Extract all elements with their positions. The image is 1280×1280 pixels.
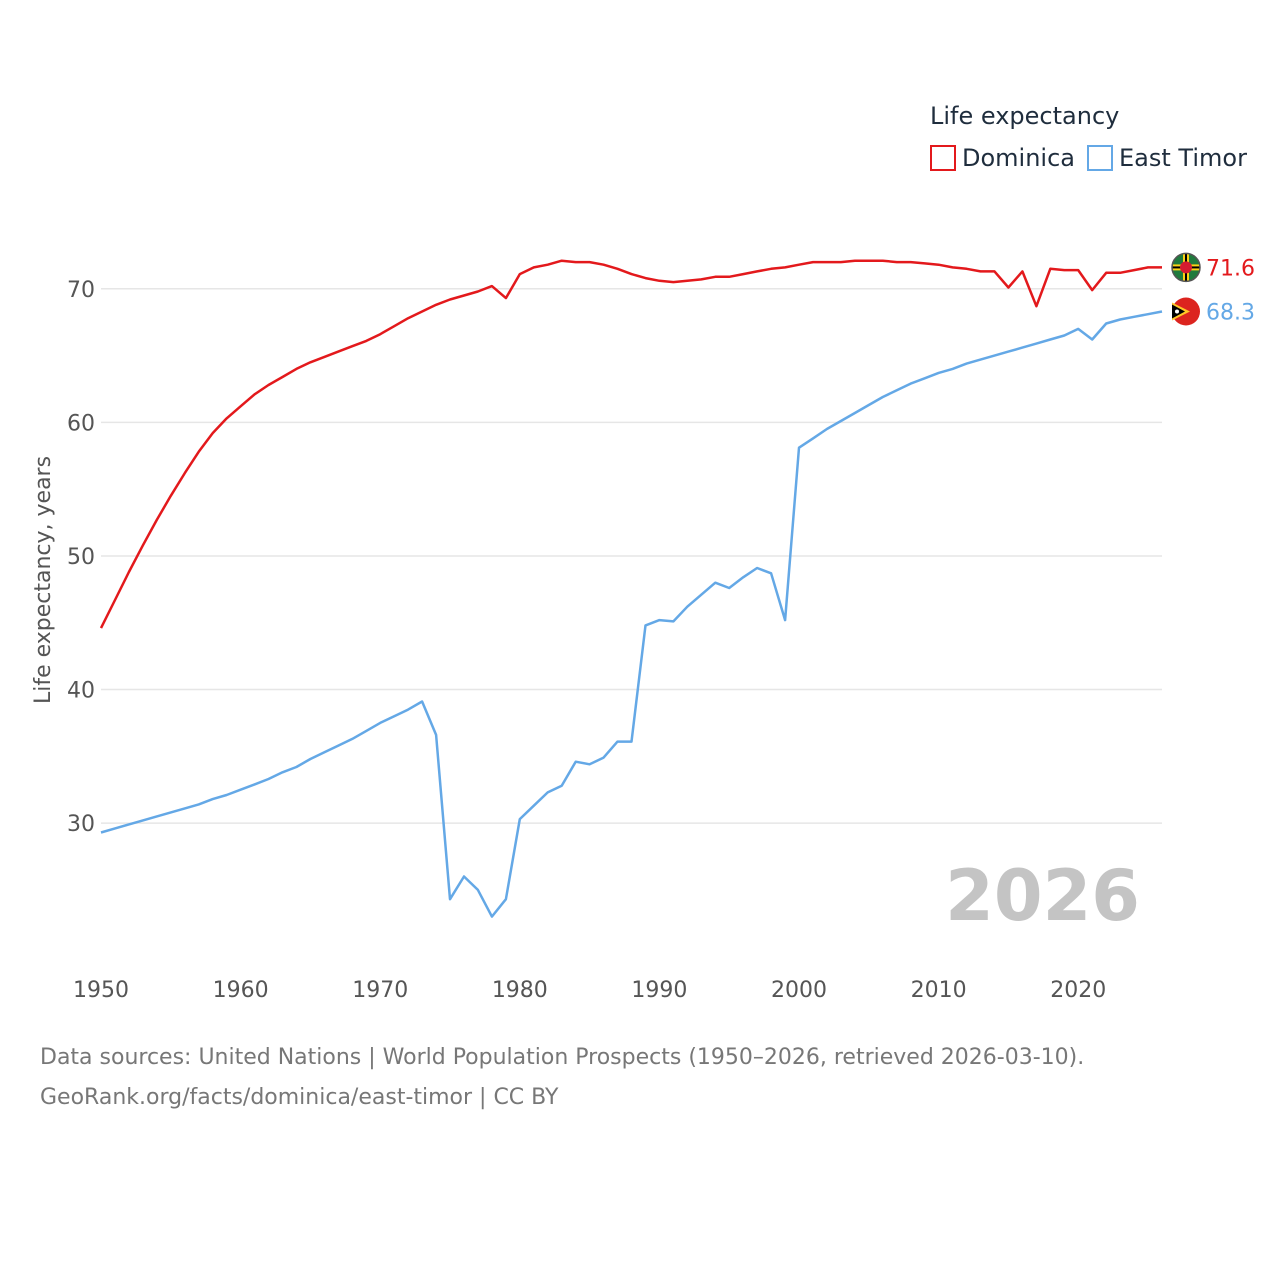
year-watermark: 2026: [945, 855, 1140, 937]
footer-attribution[interactable]: GeoRank.org/facts/dominica/east-timor | …: [40, 1085, 559, 1110]
x-tick-label-2020: 2020: [1050, 978, 1106, 1003]
y-axis-label: Life expectancy, years: [31, 456, 56, 704]
x-tick-label-1960: 1960: [213, 978, 269, 1003]
x-tick-label-1950: 1950: [73, 978, 129, 1003]
y-tick-label-30: 30: [67, 812, 95, 837]
legend-label-east-timor[interactable]: East Timor: [1119, 144, 1247, 172]
x-tick-label-2010: 2010: [911, 978, 967, 1003]
x-tick-label-1970: 1970: [352, 978, 408, 1003]
y-tick-label-40: 40: [67, 679, 95, 704]
x-tick-label-2000: 2000: [771, 978, 827, 1003]
legend: Life expectancy Dominica East Timor: [930, 102, 1247, 172]
y-tick-label-50: 50: [67, 545, 95, 570]
east-timor-flag-icon: [1172, 297, 1200, 326]
legend-swatch-dominica[interactable]: [930, 145, 956, 171]
grid-lines: [101, 288, 1162, 824]
life-expectancy-chart: 30 40 50 60 70 1950 1960 1970 1980 1990 2000 2010 20…: [31, 102, 1255, 1003]
series-end-markers: 71.6 68.3: [1171, 252, 1255, 326]
series-line-east-timor[interactable]: [100, 310, 1163, 918]
end-label-dominica: 71.6: [1206, 256, 1255, 281]
x-tick-label-1980: 1980: [492, 978, 548, 1003]
legend-label-dominica[interactable]: Dominica: [962, 144, 1075, 172]
x-tick-label-1990: 1990: [631, 978, 687, 1003]
series-lines: [99, 259, 1163, 918]
y-tick-label-70: 70: [67, 278, 95, 303]
y-tick-label-60: 60: [67, 411, 95, 436]
end-label-east-timor: 68.3: [1206, 300, 1255, 325]
footer-sources: Data sources: United Nations | World Pop…: [40, 1045, 1085, 1070]
series-line-dominica[interactable]: [99, 259, 1162, 629]
axes: 30 40 50 60 70 1950 1960 1970 1980 1990 2000 2010 20…: [67, 278, 1106, 1003]
legend-title: Life expectancy: [930, 102, 1119, 130]
legend-swatch-east-timor[interactable]: [1087, 145, 1113, 171]
dominica-flag-icon: [1171, 252, 1201, 283]
